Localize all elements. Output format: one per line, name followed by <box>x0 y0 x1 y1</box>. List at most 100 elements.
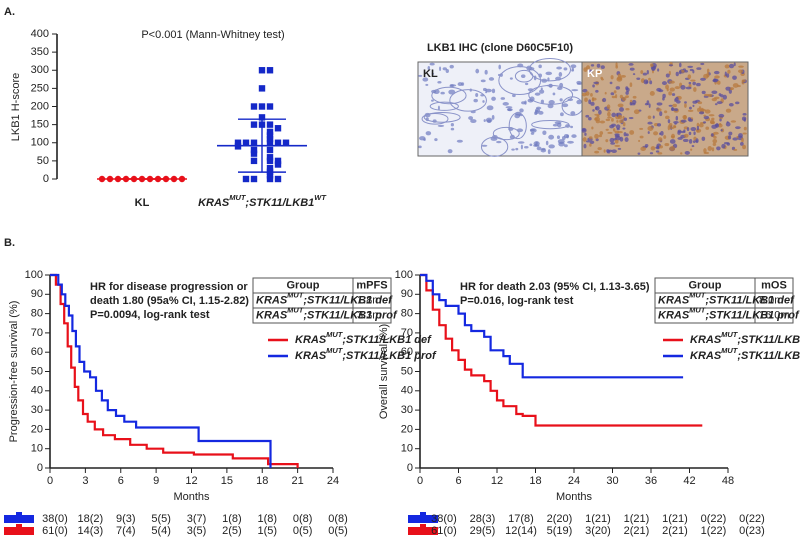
tissue-texture <box>722 94 727 100</box>
text-part: MUT <box>721 346 739 355</box>
tissue-texture <box>616 112 619 117</box>
tissue-texture <box>519 108 524 113</box>
text-part: MUT <box>721 330 739 339</box>
tissue-texture <box>590 101 595 106</box>
tissue-texture <box>607 116 612 119</box>
tissue-texture <box>721 143 726 149</box>
tissue-texture <box>632 95 637 99</box>
tissue-texture <box>475 93 479 97</box>
at-risk-count: 61(0) <box>431 525 457 537</box>
tissue-texture <box>680 130 686 134</box>
data-point <box>266 146 274 154</box>
tissue-texture <box>680 152 683 155</box>
y-tick-label: 10 <box>31 443 43 455</box>
tissue-texture <box>591 126 594 130</box>
text-part: ;STK11/LKB1 def <box>303 294 393 306</box>
tissue-texture <box>590 92 593 97</box>
y-tick-label: 60 <box>401 346 413 358</box>
y-tick-label: 90 <box>401 288 413 300</box>
tissue-texture <box>650 63 654 68</box>
tissue-texture <box>711 90 718 94</box>
tissue-texture <box>595 138 599 142</box>
y-tick-label: 20 <box>31 423 43 435</box>
tissue-texture <box>594 133 599 139</box>
tissue-texture <box>589 143 592 147</box>
tissue-texture <box>684 103 687 108</box>
at-risk-count: 38(0) <box>42 513 68 525</box>
y-tick-label: 70 <box>31 327 43 339</box>
tissue-texture <box>691 145 695 148</box>
tissue-texture <box>588 69 593 73</box>
text-part: KL <box>135 197 150 209</box>
tissue-texture <box>683 133 689 138</box>
y-tick-label: 200 <box>31 100 49 112</box>
data-point <box>242 139 250 146</box>
at-risk-count: 1(21) <box>662 513 688 525</box>
tissue-texture <box>660 131 664 136</box>
tissue-texture <box>733 62 736 67</box>
tissue-texture <box>482 100 485 103</box>
tissue-texture <box>703 93 710 97</box>
tissue-texture <box>689 106 692 110</box>
data-point <box>266 154 274 161</box>
y-tick-label: 0 <box>407 462 413 474</box>
tissue-texture <box>515 147 519 151</box>
tissue-texture <box>586 65 591 70</box>
tissue-texture <box>533 144 540 147</box>
tissue-texture <box>684 101 687 104</box>
at-risk-count: 2(21) <box>662 525 688 537</box>
tissue-texture <box>625 91 629 95</box>
tissue-texture <box>732 137 738 141</box>
tissue-texture <box>521 101 526 105</box>
tissue-texture <box>743 118 746 122</box>
tissue-texture <box>637 152 641 155</box>
tissue-texture <box>647 126 654 131</box>
at-risk-count: 0(23) <box>739 525 765 537</box>
tissue-texture <box>656 108 662 112</box>
y-tick-label: 80 <box>31 308 43 320</box>
tissue-texture <box>696 67 702 70</box>
tissue-texture <box>726 121 729 124</box>
tissue-texture <box>659 145 663 149</box>
tissue-texture <box>640 146 646 152</box>
tissue-texture <box>623 132 627 137</box>
at-risk-count: 0(22) <box>701 513 727 525</box>
tissue-texture <box>687 109 694 113</box>
tissue-texture <box>473 98 478 103</box>
tissue-texture <box>610 142 616 145</box>
tissue-texture <box>692 100 698 104</box>
text-part: ;STK11/LKB1 <box>245 197 314 209</box>
data-point <box>266 175 274 183</box>
text-part: MUT <box>689 306 707 315</box>
y-tick-label: 50 <box>37 155 49 167</box>
tissue-texture <box>450 123 454 127</box>
tissue-texture <box>558 72 563 77</box>
tissue-texture <box>596 63 601 68</box>
tissue-texture <box>723 142 730 145</box>
tissue-texture <box>708 114 715 117</box>
tissue-texture <box>740 141 744 146</box>
tissue-texture <box>456 139 463 143</box>
tissue-texture <box>653 131 659 136</box>
tissue-texture <box>547 103 554 109</box>
tissue-texture <box>429 101 459 111</box>
tissue-texture <box>712 142 717 146</box>
tissue-texture <box>742 132 747 135</box>
tissue-texture <box>661 81 667 86</box>
x-axis-label: Months <box>173 491 210 503</box>
tissue-texture <box>576 80 582 85</box>
tissue-texture <box>669 80 675 84</box>
risk-icon <box>408 515 438 523</box>
text-part: ;STK11/LKB1 prof <box>303 309 398 321</box>
y-tick-label: 40 <box>31 385 43 397</box>
tissue-texture <box>548 134 555 140</box>
tissue-texture <box>485 91 488 94</box>
tissue-texture <box>688 118 693 122</box>
tissue-texture <box>554 121 562 125</box>
tissue-texture <box>704 109 711 114</box>
at-risk-count: 28(3) <box>470 513 496 525</box>
tissue-texture <box>505 106 513 109</box>
text-part: WT <box>314 193 327 202</box>
tissue-texture <box>588 116 592 121</box>
tissue-texture <box>423 111 461 123</box>
